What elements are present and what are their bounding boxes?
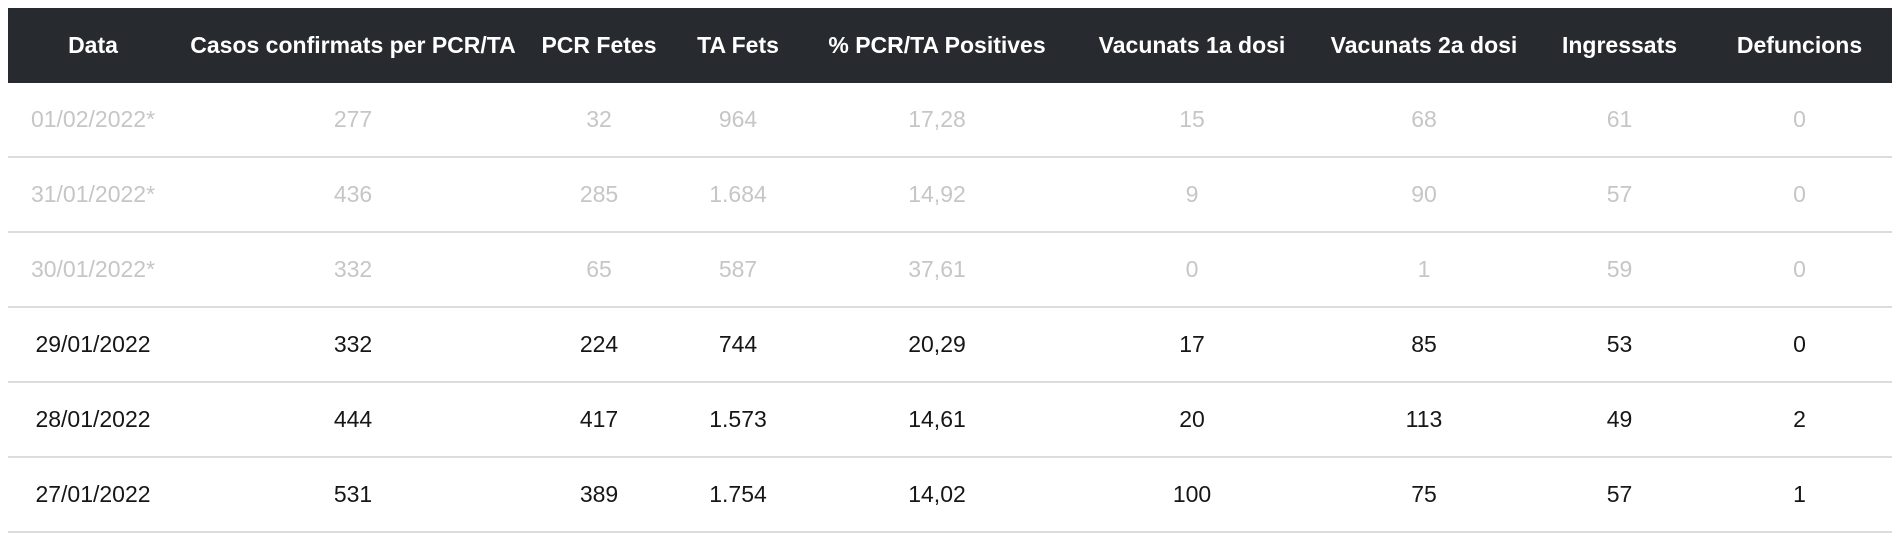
cell-deaths: 0 [1707, 232, 1892, 308]
table-row: 31/01/2022* 436 285 1.684 14,92 9 90 57 0 [8, 157, 1892, 233]
table-row: 28/01/2022 444 417 1.573 14,61 20 113 49 2 [8, 382, 1892, 458]
cell-deaths: 0 [1707, 83, 1892, 158]
header-pcr-done[interactable]: PCR Fetes [541, 32, 657, 58]
header-hospitalized[interactable]: Ingressats [1561, 32, 1678, 58]
cell-hospitalized: 57 [1532, 157, 1707, 233]
covid-data-table: Data Casos confirmats per PCR/TA PCR Fet… [8, 8, 1892, 533]
cell-vaccinated-second-dose: 75 [1316, 457, 1532, 533]
cell-deaths: 1 [1707, 457, 1892, 533]
cell-vaccinated-second-dose: 68 [1316, 83, 1532, 158]
cell-hospitalized: 49 [1532, 382, 1707, 458]
header-antigen-tests-done[interactable]: TA Fets [697, 32, 779, 58]
cell-positivity-rate: 14,92 [806, 157, 1068, 233]
header-positivity-rate[interactable]: % PCR/TA Positives [828, 32, 1046, 58]
table-row: 30/01/2022* 332 65 587 37,61 0 1 59 0 [8, 232, 1892, 308]
header-confirmed-cases[interactable]: Casos confirmats per PCR/TA [190, 32, 516, 58]
cell-date: 01/02/2022* [8, 83, 178, 158]
cell-vaccinated-second-dose: 1 [1316, 232, 1532, 308]
cell-vaccinated-first-dose: 0 [1068, 232, 1316, 308]
cell-deaths: 2 [1707, 382, 1892, 458]
cell-date: 27/01/2022 [8, 457, 178, 533]
cell-hospitalized: 53 [1532, 307, 1707, 383]
cell-pcr-done: 224 [528, 307, 670, 383]
cell-antigen-tests-done: 587 [670, 232, 806, 308]
cell-vaccinated-first-dose: 9 [1068, 157, 1316, 233]
cell-antigen-tests-done: 1.573 [670, 382, 806, 458]
header-vaccinated-first-dose[interactable]: Vacunats 1a dosi [1098, 32, 1286, 58]
cell-antigen-tests-done: 744 [670, 307, 806, 383]
cell-vaccinated-first-dose: 17 [1068, 307, 1316, 383]
cell-pcr-done: 32 [528, 83, 670, 158]
cell-date: 31/01/2022* [8, 157, 178, 233]
header-deaths[interactable]: Defuncions [1736, 32, 1863, 58]
cell-hospitalized: 59 [1532, 232, 1707, 308]
cell-vaccinated-first-dose: 20 [1068, 382, 1316, 458]
cell-pcr-done: 389 [528, 457, 670, 533]
cell-deaths: 0 [1707, 307, 1892, 383]
cell-confirmed-cases: 332 [178, 232, 528, 308]
cell-positivity-rate: 37,61 [806, 232, 1068, 308]
header-vaccinated-second-dose[interactable]: Vacunats 2a dosi [1330, 32, 1518, 58]
cell-positivity-rate: 14,02 [806, 457, 1068, 533]
cell-date: 29/01/2022 [8, 307, 178, 383]
table-row: 27/01/2022 531 389 1.754 14,02 100 75 57 1 [8, 457, 1892, 533]
cell-vaccinated-second-dose: 113 [1316, 382, 1532, 458]
table-header: Data Casos confirmats per PCR/TA PCR Fet… [8, 8, 1892, 83]
header-date[interactable]: Data [68, 32, 118, 58]
cell-antigen-tests-done: 1.754 [670, 457, 806, 533]
cell-antigen-tests-done: 964 [670, 83, 806, 158]
cell-deaths: 0 [1707, 157, 1892, 233]
cell-date: 30/01/2022* [8, 232, 178, 308]
table-body: 01/02/2022* 277 32 964 17,28 15 68 61 0 31/01/202… [8, 83, 1892, 533]
cell-pcr-done: 285 [528, 157, 670, 233]
cell-pcr-done: 417 [528, 382, 670, 458]
cell-positivity-rate: 14,61 [806, 382, 1068, 458]
cell-confirmed-cases: 436 [178, 157, 528, 233]
cell-antigen-tests-done: 1.684 [670, 157, 806, 233]
cell-positivity-rate: 17,28 [806, 83, 1068, 158]
cell-confirmed-cases: 444 [178, 382, 528, 458]
cell-confirmed-cases: 531 [178, 457, 528, 533]
header-row: Data Casos confirmats per PCR/TA PCR Fet… [8, 8, 1892, 83]
cell-vaccinated-first-dose: 15 [1068, 83, 1316, 158]
cell-confirmed-cases: 332 [178, 307, 528, 383]
cell-vaccinated-second-dose: 85 [1316, 307, 1532, 383]
cell-vaccinated-second-dose: 90 [1316, 157, 1532, 233]
cell-pcr-done: 65 [528, 232, 670, 308]
table-row: 29/01/2022 332 224 744 20,29 17 85 53 0 [8, 307, 1892, 383]
cell-confirmed-cases: 277 [178, 83, 528, 158]
covid-data-table-container: Data Casos confirmats per PCR/TA PCR Fet… [8, 8, 1892, 533]
cell-date: 28/01/2022 [8, 382, 178, 458]
cell-positivity-rate: 20,29 [806, 307, 1068, 383]
cell-vaccinated-first-dose: 100 [1068, 457, 1316, 533]
cell-hospitalized: 61 [1532, 83, 1707, 158]
cell-hospitalized: 57 [1532, 457, 1707, 533]
table-row: 01/02/2022* 277 32 964 17,28 15 68 61 0 [8, 83, 1892, 158]
